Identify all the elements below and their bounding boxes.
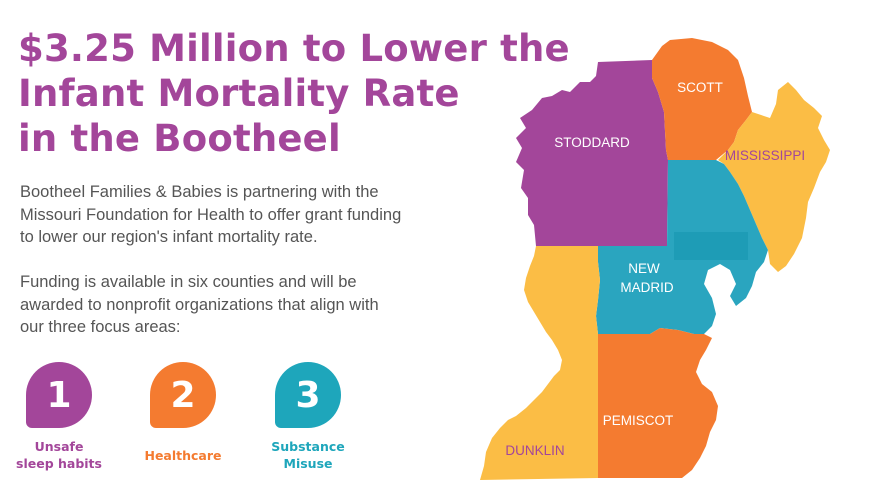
county-label-new-madrid-line-1: NEW [628, 261, 660, 276]
focus-label-1: Unsafe sleep habits [4, 438, 114, 472]
focus-number: 1 [46, 374, 72, 416]
intro-line-2: Missouri Foundation for Health to offer … [20, 205, 402, 224]
headline-line-3: in the Bootheel [18, 117, 341, 160]
funding-line-2: awarded to nonprofit organizations that … [20, 295, 379, 314]
focus-label-2: Healthcare [128, 438, 238, 472]
intro-line-1: Bootheel Families & Babies is partnering… [20, 183, 379, 201]
focus-label-line-1: Healthcare [144, 447, 222, 463]
number-badge-2: 2 [150, 362, 216, 428]
focus-label-line-2: Misuse [283, 456, 333, 471]
focus-area-1: 1 Unsafe sleep habits [4, 362, 114, 472]
county-scott [652, 38, 752, 160]
number-badge-3: 3 [275, 362, 341, 428]
number-badge-1: 1 [26, 362, 92, 428]
focus-area-3: 3 Substance Misuse [253, 362, 363, 472]
county-stoddard [516, 60, 668, 246]
focus-label-line-2: sleep habits [16, 456, 102, 471]
focus-area-2: 2 Healthcare [128, 362, 238, 472]
funding-line-1: Funding is available in six counties and… [20, 273, 357, 291]
funding-paragraph: Funding is available in six counties and… [20, 271, 379, 339]
focus-label-3: Substance Misuse [253, 438, 363, 472]
county-label-new-madrid-line-2: MADRID [620, 280, 673, 295]
county-dunklin [480, 246, 600, 480]
focus-label-line-1: Substance [271, 439, 345, 454]
intro-line-3: to lower our region's infant mortality r… [20, 228, 318, 246]
county-label-stoddard: STODDARD [554, 135, 630, 150]
funding-line-3: our three focus areas: [20, 318, 181, 336]
headline-line-2: Infant Mortality Rate [18, 72, 460, 115]
focus-number: 2 [170, 374, 196, 416]
county-label-mississippi: MISSISSIPPI [725, 148, 805, 163]
intro-paragraph: Bootheel Families & Babies is partnering… [20, 181, 401, 249]
county-label-pemiscot: PEMISCOT [603, 413, 674, 428]
headline: $3.25 Million to Lower the Infant Mortal… [18, 26, 570, 161]
county-label-dunklin: DUNKLIN [505, 443, 564, 458]
focus-number: 3 [295, 374, 321, 416]
county-mississippi [718, 82, 830, 272]
map-highlight-block [674, 232, 748, 260]
county-pemiscot [598, 328, 718, 478]
county-label-scott: SCOTT [677, 80, 723, 95]
focus-label-line-1: Unsafe [34, 439, 84, 454]
headline-line-1: $3.25 Million to Lower the [18, 27, 570, 70]
bootheel-county-map: STODDARD SCOTT MISSISSIPPI NEW MADRID DU… [480, 38, 830, 480]
